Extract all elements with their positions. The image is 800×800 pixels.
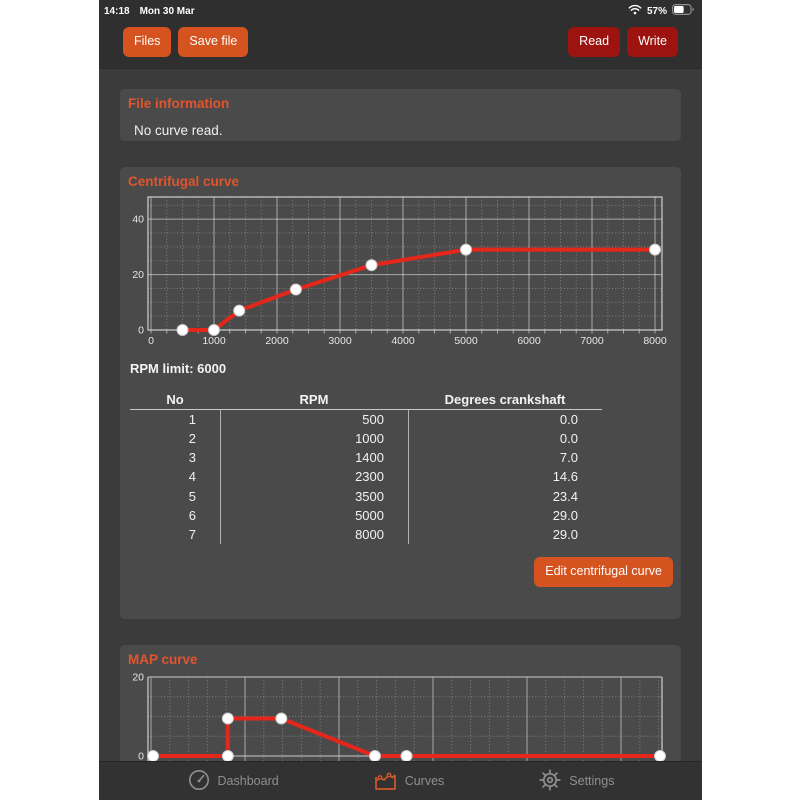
curves-icon — [373, 768, 398, 795]
tab-bar: Dashboard Curves — [99, 761, 702, 800]
edit-centrifugal-curve-button[interactable]: Edit centrifugal curve — [534, 557, 673, 587]
table-header-cell: No — [166, 391, 184, 407]
table-cell: 0.0 — [408, 428, 602, 449]
svg-text:0: 0 — [148, 335, 154, 347]
file-information-title: File information — [128, 95, 230, 111]
table-cell: 3500 — [220, 486, 408, 506]
table-cell: 6 — [188, 507, 196, 523]
table-row: 7 8000 29.0 — [130, 524, 602, 545]
svg-text:20: 20 — [132, 269, 144, 281]
tab-settings-label: Settings — [569, 774, 615, 788]
table-row: 5 3500 23.4 — [130, 486, 602, 506]
table-cell: 7.0 — [408, 448, 602, 468]
table-cell: 5000 — [220, 505, 408, 525]
tab-curves[interactable]: Curves — [373, 768, 445, 795]
tab-curves-label: Curves — [404, 774, 445, 788]
gear-icon — [538, 768, 562, 795]
app-window: 14:18 Mon 30 Mar 57% — [99, 0, 702, 800]
svg-text:20: 20 — [132, 673, 144, 684]
centrifugal-curve-chart: 0 1000 2000 3000 4000 5000 6000 7000 8000 0 20 40 — [128, 195, 673, 354]
files-button[interactable]: Files — [123, 27, 172, 57]
tab-dashboard[interactable]: Dashboard — [187, 768, 279, 795]
main-content: File information No curve read. Centrifu… — [99, 69, 702, 800]
read-button[interactable]: Read — [568, 27, 621, 57]
status-date: Mon 30 Mar — [139, 5, 195, 17]
file-information-message: No curve read. — [134, 122, 223, 138]
centrifugal-curve-table: No RPM Degrees crankshaft 1 500 0.0 2 1000 0.0 3 1… — [130, 391, 602, 545]
rpm-limit-label: RPM limit: 6000 — [130, 360, 227, 376]
svg-text:3000: 3000 — [328, 335, 352, 347]
table-cell: 2300 — [220, 467, 408, 487]
svg-text:1000: 1000 — [202, 335, 226, 347]
clock: 14:18 — [104, 5, 130, 17]
table-cell: 29.0 — [408, 524, 602, 545]
svg-text:2000: 2000 — [265, 335, 289, 347]
write-button[interactable]: Write — [627, 27, 678, 57]
table-cell: 2 — [188, 430, 196, 446]
centrifugal-curve-title: Centrifugal curve — [128, 173, 240, 189]
table-header-row: No RPM Degrees crankshaft — [130, 391, 602, 410]
table-cell: 5 — [188, 488, 196, 504]
svg-text:7000: 7000 — [580, 335, 604, 347]
table-cell: 1000 — [220, 428, 408, 449]
svg-text:8000: 8000 — [643, 335, 667, 347]
table-cell: 1400 — [220, 448, 408, 468]
file-information-card: File information No curve read. — [120, 88, 681, 141]
battery-icon — [672, 4, 694, 18]
svg-text:0: 0 — [138, 324, 144, 336]
svg-text:0: 0 — [138, 750, 144, 762]
table-row: 3 1400 7.0 — [130, 448, 602, 468]
table-cell: 29.0 — [408, 505, 602, 525]
status-bar: 14:18 Mon 30 Mar 57% — [99, 0, 702, 20]
tab-dashboard-label: Dashboard — [217, 774, 279, 788]
centrifugal-curve-card: Centrifugal curve 0 1000 2000 3000 4000 5000 6… — [120, 166, 681, 619]
table-row: 4 2300 14.6 — [130, 467, 602, 487]
table-cell: 23.4 — [408, 486, 602, 506]
svg-text:6000: 6000 — [517, 335, 541, 347]
table-cell: 7 — [188, 526, 196, 542]
table-header-cell: RPM — [299, 391, 329, 407]
table-header-cell: Degrees crankshaft — [444, 391, 566, 407]
gauge-icon — [187, 768, 211, 795]
wifi-icon — [628, 4, 642, 18]
toolbar: Files Save file Read Write — [99, 20, 702, 68]
table-cell: 14.6 — [408, 467, 602, 487]
tab-settings[interactable]: Settings — [538, 768, 614, 795]
table-cell: 3 — [188, 450, 196, 466]
table-cell: 0.0 — [408, 409, 602, 429]
battery-percent: 57% — [646, 5, 667, 17]
svg-text:40: 40 — [132, 213, 144, 225]
table-row: 1 500 0.0 — [130, 409, 602, 429]
svg-text:5000: 5000 — [454, 335, 478, 347]
table-cell: 1 — [188, 411, 196, 427]
table-cell: 8000 — [220, 524, 408, 545]
svg-text:4000: 4000 — [391, 335, 415, 347]
save-file-button[interactable]: Save file — [178, 27, 249, 57]
table-row: 6 5000 29.0 — [130, 505, 602, 525]
top-bar: 14:18 Mon 30 Mar 57% — [99, 0, 702, 69]
table-cell: 4 — [188, 469, 196, 485]
table-row: 2 1000 0.0 — [130, 428, 602, 449]
map-curve-title: MAP curve — [128, 651, 198, 667]
table-cell: 500 — [220, 409, 408, 429]
